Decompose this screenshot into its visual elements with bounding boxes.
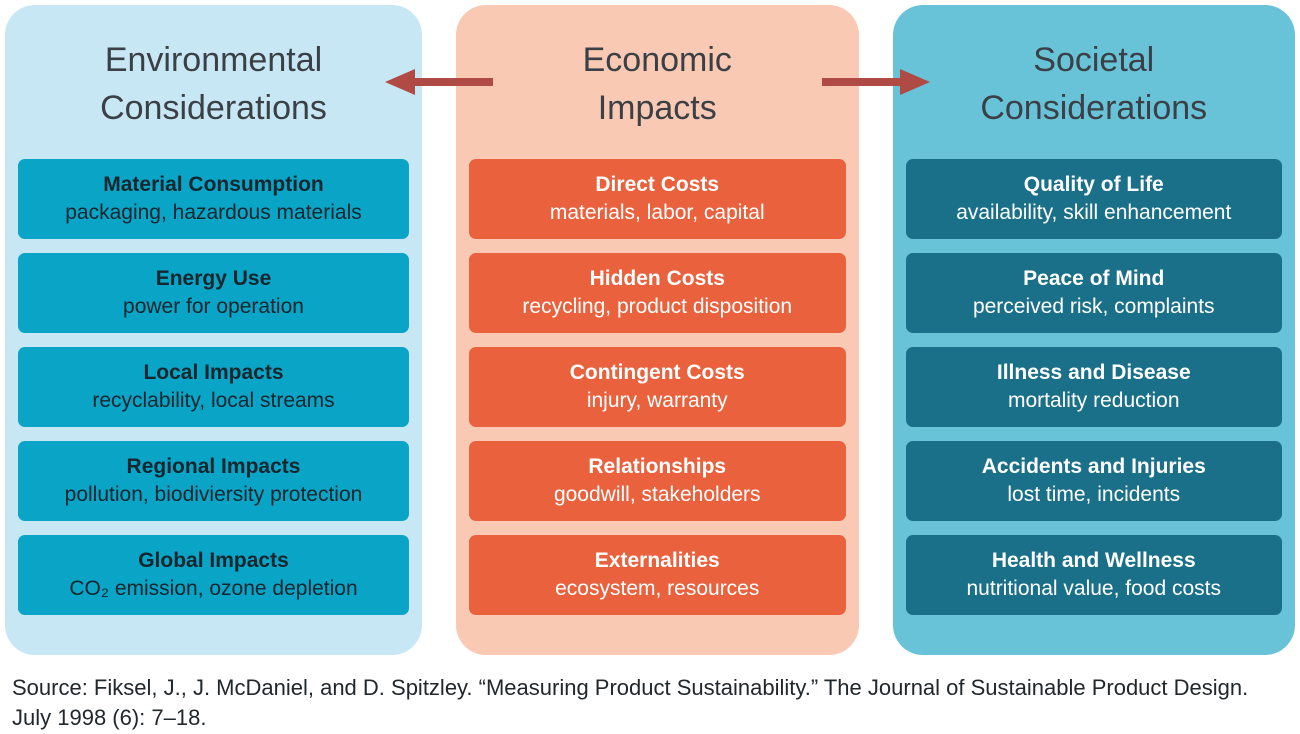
box-subtitle: CO₂ emission, ozone depletion <box>69 576 358 600</box>
box-accidents-and-injuries: Accidents and Injuries lost time, incide… <box>905 441 1282 521</box>
box-subtitle: ecosystem, resources <box>555 576 760 600</box>
box-title: Material Consumption <box>103 172 324 196</box>
box-subtitle: recycling, product disposition <box>522 294 793 318</box>
box-subtitle: packaging, hazardous materials <box>65 200 362 224</box>
box-title: Contingent Costs <box>569 360 745 384</box>
column-environmental: Environmental Considerations Material Co… <box>5 5 422 655</box>
box-subtitle: materials, labor, capital <box>549 200 765 224</box>
arrow-right-icon <box>822 69 930 95</box>
box-relationships: Relationships goodwill, stakeholders <box>469 441 846 521</box>
box-hidden-costs: Hidden Costs recycling, product disposit… <box>469 253 846 333</box>
box-subtitle: recyclability, local streams <box>92 388 335 412</box>
box-subtitle: injury, warranty <box>586 388 728 412</box>
source-citation: Source: Fiksel, J., J. McDaniel, and D. … <box>12 675 1249 730</box>
box-title: Health and Wellness <box>991 548 1196 572</box>
box-contingent-costs: Contingent Costs injury, warranty <box>469 347 846 427</box>
box-regional-impacts: Regional Impacts pollution, biodiviersit… <box>18 441 409 521</box>
box-title: Externalities <box>594 548 720 572</box>
box-quality-of-life: Quality of Life availability, skill enha… <box>905 159 1282 239</box>
box-subtitle: perceived risk, complaints <box>972 294 1215 318</box>
box-title: Hidden Costs <box>589 266 725 290</box>
box-direct-costs: Direct Costs materials, labor, capital <box>469 159 846 239</box>
column-economic-title: Economic Impacts <box>582 41 732 127</box>
box-subtitle: availability, skill enhancement <box>956 200 1232 224</box>
box-global-impacts: Global Impacts CO₂ emission, ozone deple… <box>18 535 409 615</box>
box-energy-use: Energy Use power for operation <box>18 253 409 333</box>
box-title: Illness and Disease <box>996 360 1191 384</box>
box-material-consumption: Material Consumption packaging, hazardou… <box>18 159 409 239</box>
box-title: Global Impacts <box>138 548 289 572</box>
columns-container: Environmental Considerations Material Co… <box>5 5 1295 655</box>
box-title: Direct Costs <box>595 172 720 196</box>
box-title: Energy Use <box>155 266 272 290</box>
column-environmental-title: Environmental Considerations <box>100 41 327 127</box>
box-subtitle: mortality reduction <box>1007 388 1180 412</box>
column-societal: Societal Considerations Quality of Life … <box>892 5 1295 655</box>
box-externalities: Externalities ecosystem, resources <box>469 535 846 615</box>
box-subtitle: nutritional value, food costs <box>966 576 1221 600</box>
box-title: Peace of Mind <box>1023 266 1165 290</box>
column-societal-title: Societal Considerations <box>980 41 1208 127</box>
box-peace-of-mind: Peace of Mind perceived risk, complaints <box>905 253 1282 333</box>
box-subtitle: pollution, biodiviersity protection <box>64 482 363 506</box>
column-economic: Economic Impacts Direct Costs materials,… <box>456 5 859 655</box>
box-title: Quality of Life <box>1023 172 1164 196</box>
box-subtitle: goodwill, stakeholders <box>553 482 761 506</box>
box-illness-and-disease: Illness and Disease mortality reduction <box>905 347 1282 427</box>
box-title: Relationships <box>588 454 727 478</box>
arrow-left-icon <box>385 69 493 95</box>
box-subtitle: lost time, incidents <box>1007 482 1181 506</box>
box-local-impacts: Local Impacts recyclability, local strea… <box>18 347 409 427</box>
box-title: Regional Impacts <box>126 454 301 478</box>
box-health-and-wellness: Health and Wellness nutritional value, f… <box>905 535 1282 615</box>
box-subtitle: power for operation <box>123 294 304 318</box>
box-title: Local Impacts <box>143 360 284 384</box>
box-title: Accidents and Injuries <box>981 454 1206 478</box>
